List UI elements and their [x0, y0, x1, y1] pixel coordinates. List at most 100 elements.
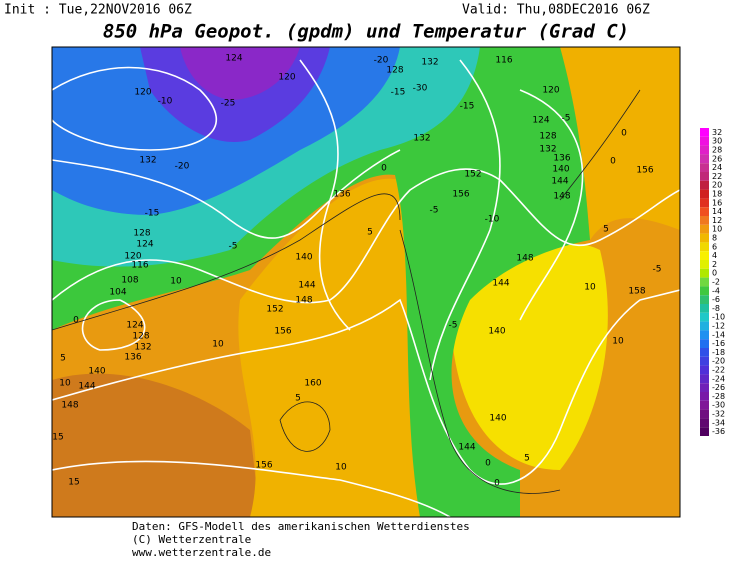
contour-label: 144 — [298, 281, 315, 291]
colorbar-swatch — [700, 128, 709, 137]
colorbar-swatch — [700, 277, 709, 287]
colorbar-swatch — [700, 198, 709, 208]
contour-label: 15 — [68, 478, 79, 488]
colorbar-label: -12 — [712, 322, 725, 331]
colorbar-swatch — [700, 268, 709, 278]
map-frame — [51, 46, 681, 518]
colorbar-swatch — [700, 224, 709, 234]
contour-label: -25 — [221, 99, 236, 109]
colorbar-label: 2 — [712, 260, 717, 269]
colorbar-label: 30 — [712, 137, 722, 146]
colorbar-swatch — [700, 207, 709, 216]
footer-source: Daten: GFS-Modell des amerikanischen Wet… — [132, 520, 470, 533]
contour-label: 15 — [52, 433, 63, 443]
contour-label: 140 — [552, 165, 569, 175]
colorbar-swatch — [700, 154, 709, 164]
contour-labels: 120-10124120-25132-20-151281241201161081… — [52, 54, 661, 489]
contour-label: 5 — [524, 454, 530, 464]
contour-label: 140 — [488, 327, 505, 337]
colorbar-label: 4 — [712, 251, 717, 260]
contour-label: 10 — [335, 463, 347, 473]
contour-label: 0 — [494, 479, 500, 489]
colorbar-label: 0 — [712, 269, 717, 278]
contour-label: 116 — [131, 261, 148, 271]
contour-label: 128 — [133, 229, 150, 239]
colorbar-label: 20 — [712, 181, 722, 190]
contour-label: 144 — [78, 382, 95, 392]
colorbar-label: -24 — [712, 374, 725, 383]
contour-label: 128 — [132, 332, 149, 342]
contour-label: -5 — [430, 206, 439, 216]
colorbar-swatch — [700, 163, 709, 172]
colorbar-swatch — [700, 251, 709, 260]
colorbar-label: 26 — [712, 154, 722, 163]
contour-label: 0 — [621, 129, 627, 139]
valid-time: Valid: Thu,08DEC2016 06Z — [462, 3, 650, 18]
colorbar-label: 24 — [712, 163, 722, 172]
colorbar-label: 14 — [712, 207, 722, 216]
colorbar-swatch — [700, 145, 709, 155]
contour-label: 144 — [458, 443, 475, 453]
contour-label: 144 — [551, 177, 568, 187]
colorbar-swatch — [700, 260, 709, 269]
contour-label: 10 — [612, 337, 624, 347]
colorbar-label: 6 — [712, 242, 717, 251]
contour-label: 120 — [542, 86, 559, 96]
colorbar-swatch — [700, 392, 709, 401]
colorbar-label: -18 — [712, 348, 725, 357]
colorbar-swatch — [700, 330, 709, 340]
colorbar-label: -36 — [712, 427, 725, 436]
colorbar-swatch — [700, 427, 709, 436]
colorbar-label: 28 — [712, 146, 722, 155]
contour-label: 156 — [452, 190, 469, 200]
colorbar-swatch — [700, 339, 709, 348]
contour-label: 116 — [495, 56, 512, 66]
colorbar-swatch — [700, 356, 709, 366]
contour-label: 156 — [255, 461, 272, 471]
contour-label: 136 — [333, 190, 350, 200]
colorbar-swatch — [700, 189, 709, 199]
contour-label: 124 — [532, 116, 549, 126]
contour-label: 0 — [381, 164, 387, 174]
contour-label: 132 — [134, 343, 151, 353]
contour-label: 5 — [603, 225, 609, 235]
contour-label: -5 — [229, 242, 238, 252]
contour-label: 124 — [225, 54, 242, 64]
colorbar-label: -4 — [712, 286, 720, 295]
colorbar: 32302826242220181614121086420-2-4-6-8-10… — [700, 128, 725, 436]
colorbar-label: 22 — [712, 172, 722, 181]
colorbar-swatch — [700, 374, 709, 384]
colorbar-label: 12 — [712, 216, 722, 225]
colorbar-swatch — [700, 409, 709, 419]
contour-label: 104 — [109, 288, 126, 298]
map-field — [52, 47, 680, 517]
contour-label: 148 — [61, 401, 78, 411]
colorbar-swatch — [700, 312, 709, 322]
contour-label: -10 — [485, 215, 500, 225]
contour-label: 0 — [485, 459, 491, 469]
colorbar-swatch — [700, 383, 709, 392]
colorbar-swatch — [700, 418, 709, 428]
contour-label: 136 — [124, 353, 141, 363]
colorbar-label: -14 — [712, 330, 725, 339]
contour-label: 152 — [464, 170, 481, 180]
contour-label: 156 — [636, 166, 653, 176]
contour-label: 5 — [295, 394, 301, 404]
colorbar-label: 16 — [712, 198, 722, 207]
colorbar-label: -16 — [712, 339, 725, 348]
contour-label: 10 — [584, 283, 596, 293]
colorbar-label: -10 — [712, 313, 725, 322]
contour-label: 132 — [421, 58, 438, 68]
contour-label: 144 — [492, 279, 509, 289]
contour-label: 5 — [367, 228, 373, 238]
colorbar-label: -6 — [712, 295, 720, 304]
contour-label: -30 — [413, 84, 428, 94]
contour-label: 5 — [60, 354, 66, 364]
colorbar-label: 10 — [712, 225, 722, 234]
contour-label: 120 — [278, 73, 295, 83]
footer-url: www.wetterzentrale.de — [132, 546, 271, 559]
colorbar-label: -32 — [712, 410, 725, 419]
contour-label: -5 — [562, 114, 571, 124]
contour-label: 140 — [489, 414, 506, 424]
